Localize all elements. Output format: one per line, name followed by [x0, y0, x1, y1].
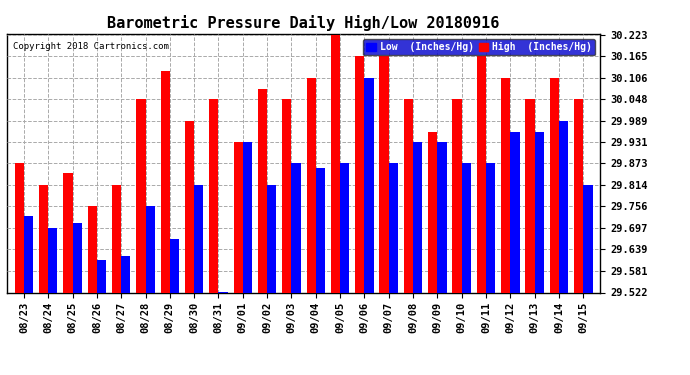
Bar [413, 142, 422, 292]
Bar [364, 78, 374, 292]
Bar [501, 78, 511, 292]
Bar [267, 185, 277, 292]
Bar [380, 56, 388, 292]
Bar [88, 207, 97, 292]
Bar [550, 78, 559, 292]
Bar [340, 164, 349, 292]
Bar [453, 99, 462, 292]
Bar [194, 185, 204, 292]
Bar [121, 256, 130, 292]
Bar [14, 164, 24, 292]
Bar [282, 99, 291, 292]
Bar [486, 164, 495, 292]
Bar [331, 35, 340, 292]
Bar [462, 164, 471, 292]
Bar [574, 99, 583, 292]
Bar [525, 99, 535, 292]
Bar [185, 121, 194, 292]
Bar [583, 185, 593, 292]
Bar [559, 121, 568, 292]
Title: Barometric Pressure Daily High/Low 20180916: Barometric Pressure Daily High/Low 20180… [108, 15, 500, 31]
Bar [137, 99, 146, 292]
Bar [97, 260, 106, 292]
Bar [63, 172, 72, 292]
Bar [428, 132, 437, 292]
Bar [233, 142, 243, 292]
Bar [258, 88, 267, 292]
Bar [477, 56, 486, 292]
Bar [388, 164, 398, 292]
Bar [243, 142, 252, 292]
Bar [209, 99, 219, 292]
Bar [72, 224, 82, 292]
Bar [437, 142, 446, 292]
Bar [316, 168, 325, 292]
Legend: Low  (Inches/Hg), High  (Inches/Hg): Low (Inches/Hg), High (Inches/Hg) [363, 39, 595, 56]
Bar [112, 185, 121, 292]
Bar [535, 132, 544, 292]
Bar [48, 228, 57, 292]
Bar [170, 239, 179, 292]
Bar [161, 70, 170, 292]
Bar [355, 56, 364, 292]
Bar [404, 99, 413, 292]
Bar [39, 185, 48, 292]
Bar [24, 216, 33, 292]
Text: Copyright 2018 Cartronics.com: Copyright 2018 Cartronics.com [13, 42, 169, 51]
Bar [511, 132, 520, 292]
Bar [291, 164, 301, 292]
Bar [146, 207, 155, 292]
Bar [306, 78, 316, 292]
